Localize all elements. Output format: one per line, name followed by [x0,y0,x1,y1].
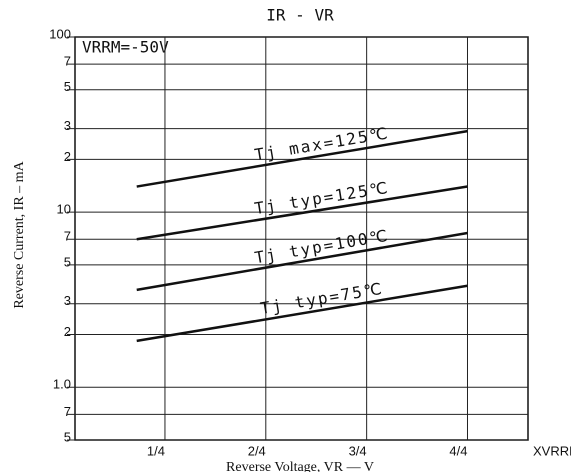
y-tick-label: 5 [64,79,71,94]
y-tick-label: 100 [49,26,71,41]
series-label: Tj max=125℃ [253,123,391,164]
series-label: Tj typ=100℃ [253,226,391,268]
y-tick-label: 5 [64,254,71,269]
x-tick-label: 3/4 [349,443,367,458]
series-line [136,185,468,241]
series-line [136,231,468,292]
y-tick-label: 2 [64,324,71,339]
y-tick-label: 1.0 [53,377,71,392]
series-label: Tj typ=75℃ [259,279,385,318]
y-tick-label: 7 [64,229,71,244]
y-tick-label: 7 [64,404,71,419]
y-tick-label: 10 [57,202,71,217]
y-tick-label: 3 [64,118,71,133]
annotation: VRRM=-50V [82,38,169,57]
series-line [136,284,468,343]
x-axis-label: Reverse Voltage, VR — V [226,460,374,472]
y-tick-label: 5 [64,429,71,444]
x-tick-label: 4/4 [449,443,467,458]
x-unit: XVRRM [533,443,571,458]
x-tick-label: 2/4 [248,443,266,458]
y-tick-label: 2 [64,149,71,164]
series-line [136,129,468,188]
y-tick-label: 3 [64,293,71,308]
y-tick-label: 7 [64,54,71,69]
x-tick-label: 1/4 [147,443,165,458]
chart-title: IR - VR [266,6,334,25]
y-axis-label: Reverse Current, IR – mA [12,160,27,308]
